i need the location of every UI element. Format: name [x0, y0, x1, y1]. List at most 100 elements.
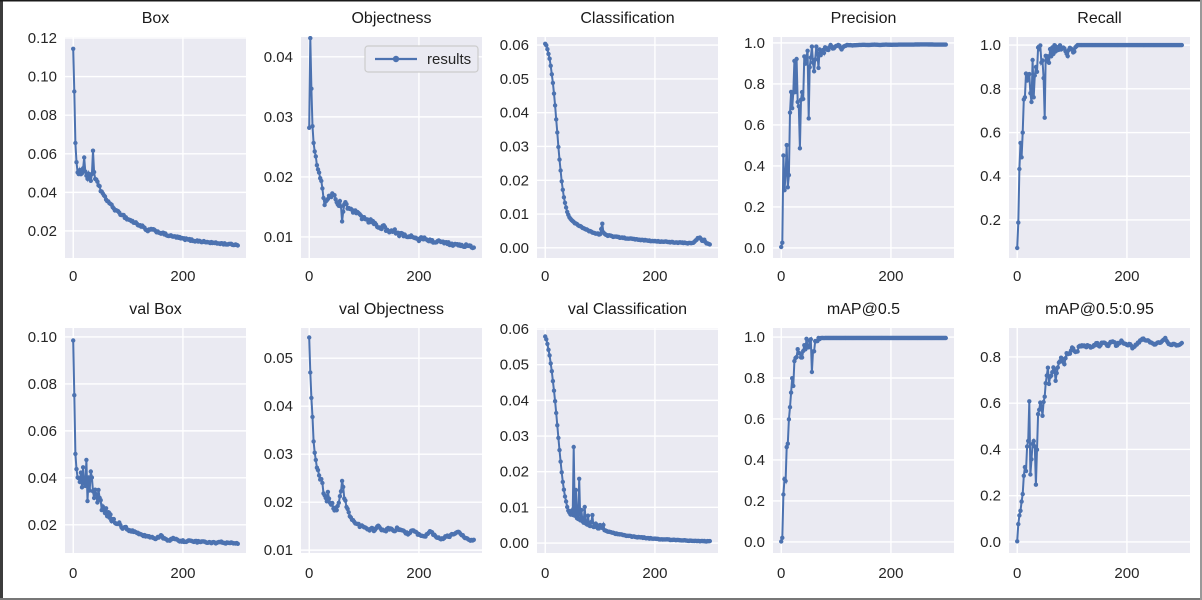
y-tick-label: 0.02 — [28, 517, 57, 534]
plot-area — [65, 37, 246, 258]
subplot-title: val Objectness — [339, 301, 444, 318]
series-results — [779, 335, 948, 544]
x-tick-label: 0 — [69, 565, 77, 582]
subplot-title: Recall — [1077, 10, 1121, 27]
x-tick-label: 200 — [878, 565, 903, 582]
subplot-map@0.5: 0.0 0.2 0.4 0.6 0.8 1.0 0 200 mAP@0.5 — [744, 301, 954, 582]
y-tick-label: 0.06 — [500, 321, 529, 338]
plot-area — [301, 328, 482, 553]
x-tick-label: 0 — [777, 268, 785, 285]
y-tick-label: 0.02 — [500, 172, 529, 189]
x-tick-label: 200 — [406, 565, 431, 582]
subplot-val-classification: 0.00 0.01 0.02 0.03 0.04 0.05 0.06 0 200 val Clas… — [500, 301, 718, 582]
y-tick-label: 0.8 — [980, 81, 1001, 98]
legend-box — [364, 45, 479, 73]
y-tick-label: 0.0 — [980, 534, 1001, 551]
y-tick-label: 0.04 — [500, 392, 529, 409]
y-tick-label: 0.05 — [500, 357, 529, 374]
y-tick-label: 0.02 — [264, 494, 293, 511]
series-results — [1015, 335, 1185, 544]
y-tick-label: 0.2 — [744, 199, 765, 216]
y-tick-label: 0.01 — [264, 542, 293, 559]
y-tick-label: 0.2 — [744, 493, 765, 510]
y-tick-label: 1.0 — [744, 35, 765, 52]
window-frame-bottom — [0, 598, 1202, 600]
x-tick-label: 200 — [170, 565, 195, 582]
window-frame-right — [1200, 0, 1202, 600]
y-tick-label: 0.02 — [500, 464, 529, 481]
data-markers — [307, 335, 476, 543]
plot-area — [1009, 37, 1190, 258]
y-tick-label: 0.12 — [28, 30, 57, 47]
y-tick-label: 0.8 — [744, 76, 765, 93]
data-markers — [307, 36, 476, 251]
y-tick-label: 0.08 — [28, 107, 57, 124]
y-tick-label: 0.4 — [744, 158, 765, 175]
y-tick-label: 0.04 — [264, 49, 293, 66]
data-markers — [779, 335, 948, 544]
window-frame-top — [0, 0, 1202, 2]
y-tick-label: 0.08 — [28, 376, 57, 393]
y-tick-label: 0.02 — [28, 223, 57, 240]
x-tick-label: 0 — [1013, 565, 1021, 582]
subplot-val-objectness: 0.01 0.02 0.03 0.04 0.05 0 200 val Objectness — [264, 301, 482, 582]
window-frame-left — [0, 0, 3, 600]
y-tick-label: 0.04 — [500, 105, 529, 122]
x-tick-label: 0 — [305, 565, 313, 582]
legend-marker-icon — [392, 55, 400, 63]
subplot-title: mAP@0.5 — [827, 301, 900, 318]
x-tick-label: 0 — [69, 268, 77, 285]
subplot-classification: 0.00 0.01 0.02 0.03 0.04 0.05 0.06 0 200 Classifi… — [500, 10, 718, 285]
plot-area — [65, 328, 246, 553]
x-tick-label: 0 — [777, 565, 785, 582]
y-tick-label: 0.05 — [500, 71, 529, 88]
y-tick-label: 0.10 — [28, 329, 57, 346]
plot-area — [537, 37, 718, 258]
y-tick-label: 0.04 — [264, 398, 293, 415]
y-tick-label: 0.02 — [264, 169, 293, 186]
series-results — [543, 41, 712, 247]
y-tick-label: 0.10 — [28, 69, 57, 86]
gridlines — [537, 37, 718, 258]
y-tick-label: 0.4 — [744, 452, 765, 469]
y-tick-label: 0.06 — [28, 423, 57, 440]
x-tick-label: 200 — [878, 268, 903, 285]
y-tick-label: 0.0 — [744, 534, 765, 551]
subplot-box: 0.02 0.04 0.06 0.08 0.10 0.12 0 200 Box — [28, 10, 246, 285]
y-tick-label: 0.01 — [500, 206, 529, 223]
x-tick-label: 0 — [305, 268, 313, 285]
gridlines — [65, 37, 246, 258]
data-markers — [543, 334, 712, 544]
subplot-precision: 0.0 0.2 0.4 0.6 0.8 1.0 0 200 Precision — [744, 10, 954, 285]
y-tick-label: 0.06 — [500, 37, 529, 54]
y-tick-label: 0.04 — [28, 470, 57, 487]
x-tick-label: 200 — [1114, 268, 1139, 285]
y-tick-label: 0.8 — [744, 370, 765, 387]
plot-area — [537, 328, 718, 553]
x-tick-label: 0 — [1013, 268, 1021, 285]
series-results — [543, 334, 712, 544]
y-tick-label: 0.03 — [264, 109, 293, 126]
x-tick-label: 200 — [642, 565, 667, 582]
y-tick-label: 0.6 — [980, 125, 1001, 142]
subplot-title: Objectness — [351, 10, 431, 27]
y-tick-label: 0.03 — [264, 446, 293, 463]
series-results — [1015, 42, 1185, 251]
y-tick-label: 0.03 — [500, 138, 529, 155]
y-tick-label: 1.0 — [744, 329, 765, 346]
plot-area — [773, 328, 954, 553]
series-results — [779, 42, 948, 250]
plot-area — [301, 37, 482, 258]
series-results — [307, 335, 476, 543]
plot-area — [1009, 328, 1190, 553]
data-markers — [71, 338, 240, 546]
x-tick-label: 200 — [170, 268, 195, 285]
x-tick-label: 200 — [642, 268, 667, 285]
y-tick-label: 0.04 — [28, 184, 57, 201]
y-tick-label: 0.01 — [500, 499, 529, 516]
subplot-map@0.5:0.95: 0.0 0.2 0.4 0.6 0.8 0 200 mAP@0.5:0.95 — [980, 301, 1190, 582]
series-results — [307, 36, 476, 251]
y-tick-label: 1.0 — [980, 37, 1001, 54]
